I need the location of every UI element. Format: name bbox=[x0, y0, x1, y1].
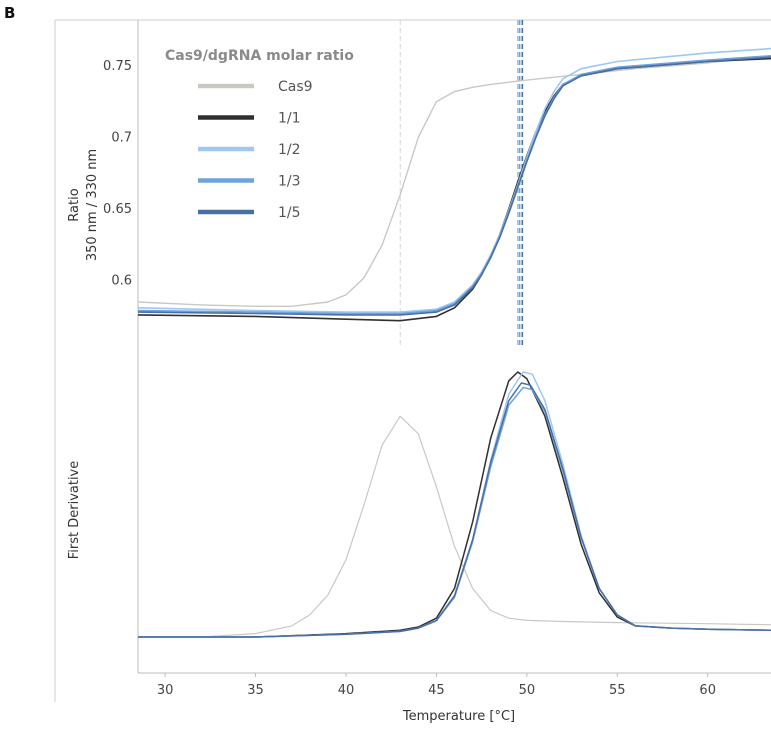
panel-letter: B bbox=[4, 4, 16, 22]
legend-label: 1/3 bbox=[278, 174, 301, 190]
x-axis: 30 35 40 45 50 55 60 Temperature [°C] bbox=[157, 673, 716, 724]
y-axis-labels: Ratio 350 nm / 330 nm First Derivative bbox=[67, 149, 100, 559]
x-tick-label: 35 bbox=[247, 683, 264, 698]
y-tick-label: 0.75 bbox=[103, 59, 132, 74]
x-tick-label: 50 bbox=[519, 683, 536, 698]
ratio-series-line bbox=[137, 55, 771, 315]
ratio-series-line bbox=[137, 57, 771, 322]
derivative-axis-title: First Derivative bbox=[67, 461, 82, 560]
derivative-series-line bbox=[138, 382, 771, 638]
legend-label: Cas9 bbox=[278, 79, 313, 95]
derivative-panel bbox=[138, 371, 771, 638]
ratio-panel: 0.6 0.65 0.7 0.75 bbox=[103, 20, 771, 345]
x-tick-label: 60 bbox=[699, 683, 716, 698]
legend-label: 1/5 bbox=[278, 205, 301, 221]
legend-label: 1/2 bbox=[278, 142, 301, 158]
derivative-series-line bbox=[138, 415, 771, 638]
x-tick-label: 40 bbox=[338, 683, 355, 698]
derivative-series-line bbox=[138, 386, 771, 638]
legend-label: 1/1 bbox=[278, 111, 301, 127]
y-tick-label: 0.6 bbox=[111, 274, 132, 289]
ratio-axis-subtitle: 350 nm / 330 nm bbox=[85, 149, 100, 261]
ratio-series-line bbox=[137, 56, 771, 316]
y-tick-label: 0.7 bbox=[111, 130, 132, 145]
plot-frame bbox=[54, 19, 771, 702]
legend: Cas9/dgRNA molar ratio Cas9 1/1 1/2 1/3 1/5 bbox=[165, 48, 354, 221]
y-tick-label: 0.65 bbox=[103, 202, 132, 217]
ratio-axis-title: Ratio bbox=[67, 188, 82, 221]
x-axis-title: Temperature [°C] bbox=[402, 709, 515, 724]
legend-title: Cas9/dgRNA molar ratio bbox=[165, 48, 354, 64]
x-tick-label: 55 bbox=[609, 683, 626, 698]
x-tick-label: 30 bbox=[157, 683, 174, 698]
x-tick-label: 45 bbox=[428, 683, 445, 698]
